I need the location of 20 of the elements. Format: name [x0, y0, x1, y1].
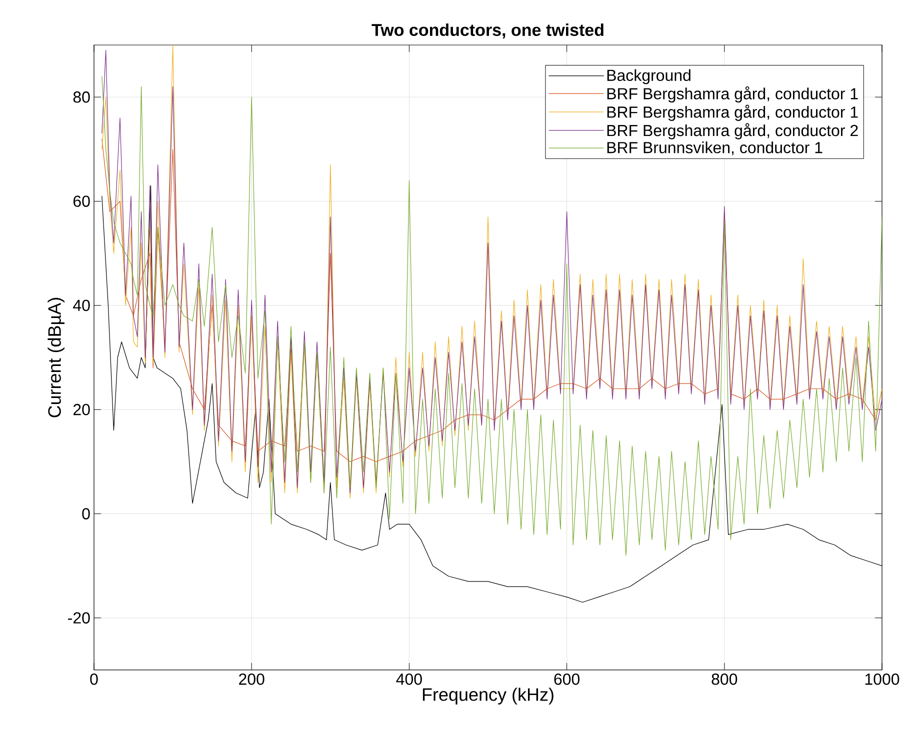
- x-tick-label: 1000: [865, 674, 900, 685]
- legend-label: BRF Brunnsviken, conductor 1: [607, 142, 822, 156]
- x-tick-label: 400: [396, 674, 422, 685]
- y-tick-label: -20: [68, 612, 90, 624]
- legend-label: BRF Bergshamra gård, conductor 2: [607, 123, 858, 140]
- y-tick-label: 80: [73, 91, 90, 103]
- y-tick-label: 20: [73, 404, 90, 416]
- chart-title: Two conductors, one twisted: [372, 24, 604, 38]
- y-tick-label: 40: [73, 300, 90, 312]
- x-tick-label: 0: [90, 674, 98, 685]
- y-axis-title: Current (dBµA): [48, 298, 64, 418]
- x-axis-title: Frequency (kHz): [422, 688, 554, 704]
- legend-label: BRF Bergshamra gård, conductor 1: [607, 86, 858, 103]
- y-tick-label: 60: [73, 196, 90, 207]
- legend-label: BRF Bergshamra gård, conductor 1: [607, 104, 858, 121]
- legend-label: Background: [607, 69, 690, 84]
- x-tick-label: 200: [239, 674, 264, 685]
- x-tick-label: 800: [712, 674, 738, 685]
- x-tick-label: 600: [554, 674, 580, 685]
- y-tick-label: 0: [82, 508, 90, 520]
